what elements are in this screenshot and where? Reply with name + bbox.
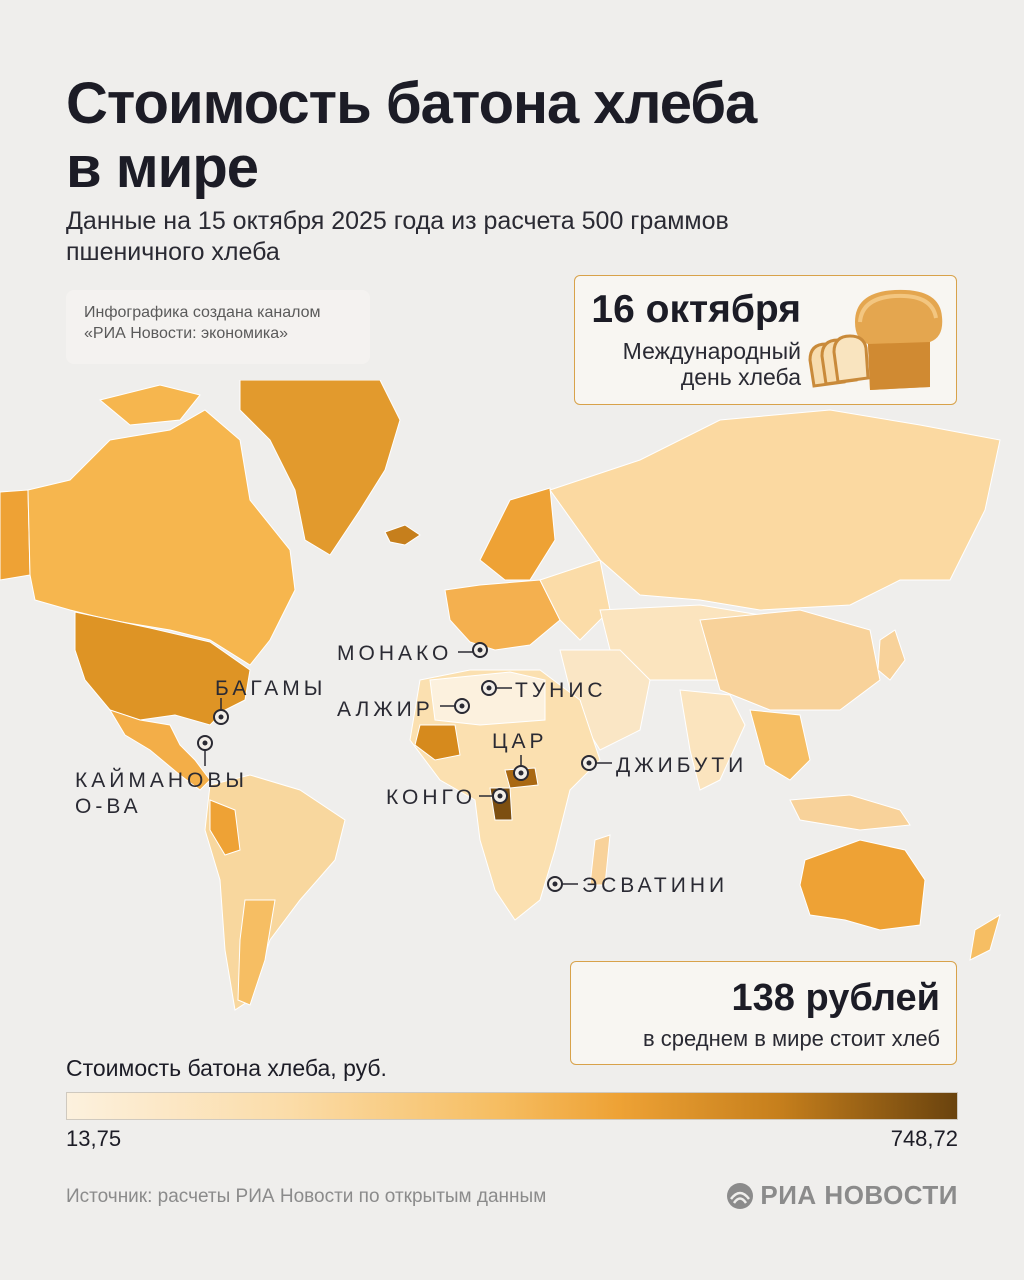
callout-tunisia: ТУНИС [515, 679, 607, 702]
legend-title: Стоимость батона хлеба, руб. [66, 1055, 387, 1081]
page-subtitle: Данные на 15 октября 2025 года из расчет… [66, 207, 729, 266]
map-region-arctic-islands [98, 384, 201, 426]
source-note: Источник: расчеты РИА Новости по открыты… [66, 1186, 547, 1207]
average-price-box: 138 рублей в среднем в мире стоит хлеб [570, 961, 957, 1065]
map-region-usa [74, 611, 251, 726]
map-region-western-europe [444, 579, 561, 651]
page-title: Стоимость батона хлеба в мире [66, 71, 757, 200]
brand-name: РИА НОВОСТИ [760, 1180, 958, 1210]
map-region-peru [209, 799, 241, 856]
holiday-date: 16 октября [591, 288, 801, 331]
credit-note: Инфографика создана каналом «РИА Новости… [66, 290, 370, 364]
map-region-eastern-europe [539, 559, 611, 641]
map-region-mexico [108, 709, 211, 791]
map-region-iceland [384, 524, 421, 546]
bread-icon [808, 289, 943, 390]
map-region-canada [27, 409, 296, 666]
ria-logo-icon [727, 1182, 754, 1209]
map-region-madagascar [589, 834, 611, 886]
average-price-value: 138 рублей [731, 977, 940, 1019]
map-region-australia [799, 839, 926, 931]
map-region-japan [877, 629, 906, 681]
map-region-india [679, 689, 746, 791]
map-region-alaska [0, 489, 31, 581]
callout-bahamas: БАГАМЫ [215, 677, 327, 700]
map-region-indonesia [789, 794, 911, 831]
callout-algeria: АЛЖИР [337, 698, 434, 721]
map-region-argentina [237, 899, 276, 1006]
map-region-scandinavia [479, 487, 556, 581]
holiday-label: Международный день хлеба [622, 338, 801, 390]
legend-color-scale [66, 1092, 958, 1120]
map-region-mali [414, 724, 461, 761]
legend-min-value: 13,75 [66, 1126, 122, 1151]
brand-logo: РИА НОВОСТИ [726, 1180, 958, 1211]
map-region-russia [549, 409, 1001, 611]
holiday-box: 16 октября Международный день хлеба [574, 275, 957, 405]
callout-djibouti: ДЖИБУТИ [616, 754, 748, 777]
callout-eswatini: ЭСВАТИНИ [582, 874, 729, 897]
world-map [0, 380, 1001, 1011]
callout-congo: КОНГО [386, 786, 477, 809]
callout-car: ЦАР [492, 730, 548, 753]
map-region-southeast-asia [749, 709, 811, 781]
callout-monaco: МОНАКО [337, 642, 453, 665]
average-price-caption: в среднем в мире стоит хлеб [642, 1026, 940, 1051]
map-region-greenland [239, 380, 401, 556]
callout-cayman: КАЙМАНОВЫ О-ВА [75, 769, 248, 818]
map-region-china [699, 609, 881, 711]
legend-max-value: 748,72 [890, 1126, 958, 1151]
map-region-new-zealand [969, 913, 1001, 961]
